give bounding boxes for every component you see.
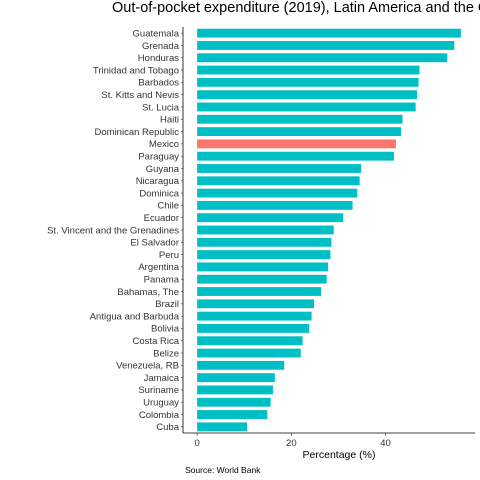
y-tick-label: Colombia xyxy=(139,410,180,421)
bar-mexico xyxy=(197,139,396,149)
y-tick-label: Ecuador xyxy=(144,213,179,224)
y-tick-label: Uruguay xyxy=(143,398,179,409)
y-tick-label: Venezuela, RB xyxy=(116,361,179,372)
bar-costa-rica xyxy=(197,336,303,346)
chart-title: Out-of-pocket expenditure (2019), Latin … xyxy=(112,0,480,16)
x-tick-label: 0 xyxy=(194,438,199,449)
bar-st-kitts-and-nevis xyxy=(197,90,418,100)
y-tick-label: Guyana xyxy=(146,164,180,175)
y-tick-label: Costa Rica xyxy=(133,336,180,347)
y-tick-label: St. Vincent and the Grenadines xyxy=(47,225,179,236)
y-tick-label: El Salvador xyxy=(130,238,179,249)
y-tick-label: Guatemala xyxy=(133,28,180,39)
bar-st-lucia xyxy=(197,102,416,112)
bar-el-salvador xyxy=(197,237,332,247)
y-tick-label: Brazil xyxy=(155,299,179,310)
bar-honduras xyxy=(197,53,448,63)
y-tick-label: Argentina xyxy=(138,262,179,273)
y-tick-label: Haiti xyxy=(160,115,179,126)
bar-paraguay xyxy=(197,151,394,161)
y-tick-label: Dominican Republic xyxy=(95,127,180,138)
x-tick-label: 20 xyxy=(286,438,297,449)
bar-haiti xyxy=(197,114,403,124)
bar-antigua-and-barbuda xyxy=(197,311,312,321)
bar-suriname xyxy=(197,385,273,395)
bar-panama xyxy=(197,274,327,284)
y-tick-label: Mexico xyxy=(149,139,179,150)
y-tick-label: Trinidad and Tobago xyxy=(93,65,179,76)
y-tick-label: Cuba xyxy=(156,422,179,433)
bars-layer xyxy=(197,28,461,432)
bar-peru xyxy=(197,250,331,260)
bar-chile xyxy=(197,200,353,210)
y-tick-label: Peru xyxy=(159,250,179,261)
bar-belize xyxy=(197,348,301,358)
y-tick-label: Panama xyxy=(144,275,180,286)
y-tick-label: Grenada xyxy=(142,41,180,52)
bar-jamaica xyxy=(197,373,275,383)
x-tick-label: 40 xyxy=(380,438,391,449)
bar-brazil xyxy=(197,299,314,309)
bar-barbados xyxy=(197,77,419,87)
bar-ecuador xyxy=(197,213,344,223)
y-tick-label: Jamaica xyxy=(144,373,180,384)
y-tick-label: Nicaragua xyxy=(136,176,180,187)
y-tick-label: St. Lucia xyxy=(142,102,180,113)
y-tick-label: Suriname xyxy=(138,385,179,396)
bar-bolivia xyxy=(197,323,310,333)
y-tick-label: St. Kitts and Nevis xyxy=(101,90,179,101)
y-tick-label: Honduras xyxy=(138,53,179,64)
y-tick-label: Bahamas, The xyxy=(117,287,179,298)
bar-colombia xyxy=(197,410,268,419)
bar-guyana xyxy=(197,164,362,173)
y-tick-label: Paraguay xyxy=(138,151,179,162)
bar-guatemala xyxy=(197,28,461,38)
bar-bahamas-the xyxy=(197,287,321,296)
x-axis-label: Percentage (%) xyxy=(303,449,376,461)
y-tick-label: Belize xyxy=(153,348,179,359)
bar-trinidad-and-tobago xyxy=(197,65,420,75)
bar-uruguay xyxy=(197,397,271,407)
y-tick-label: Barbados xyxy=(138,78,179,89)
y-tick-label: Dominica xyxy=(139,188,179,199)
bar-dominican-republic xyxy=(197,127,402,137)
bar-venezuela-rb xyxy=(197,360,285,370)
source-caption: Source: World Bank xyxy=(185,465,261,475)
bar-nicaragua xyxy=(197,176,360,186)
bar-cuba xyxy=(197,422,248,432)
bar-grenada xyxy=(197,41,455,50)
bar-argentina xyxy=(197,262,329,272)
bar-st-vincent-and-the-grenadines xyxy=(197,225,334,235)
y-tick-label: Chile xyxy=(157,201,179,212)
bar-dominica xyxy=(197,188,358,198)
y-tick-label: Antigua and Barbuda xyxy=(90,311,180,322)
x-axis: 0 20 40 xyxy=(194,433,391,449)
y-tick-label: Bolivia xyxy=(151,324,180,335)
